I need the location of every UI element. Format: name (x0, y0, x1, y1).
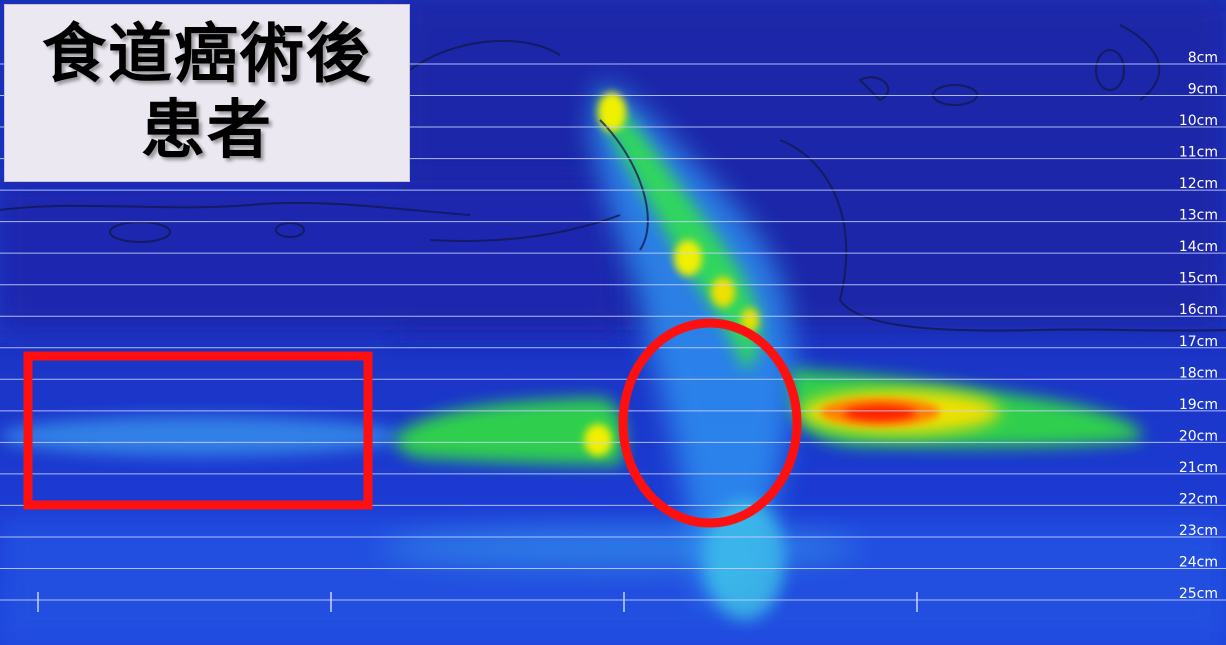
contour-lines (0, 24, 1226, 332)
title-line-2: 患者 (141, 94, 273, 168)
heat-blob-3 (741, 308, 759, 332)
depth-label: 10cm (1179, 113, 1218, 129)
depth-axis-labels: 8cm 9cm 10cm 11cm 12cm 13cm 14cm 15cm 16cm 17cm 18… (1179, 50, 1218, 602)
depth-label: 24cm (1179, 554, 1218, 570)
time-axis-ticks (37, 592, 918, 612)
contour-ring-1 (932, 84, 978, 106)
annotation-rectangle (23, 351, 373, 510)
depth-label: 9cm (1188, 82, 1218, 98)
depth-label: 8cm (1188, 50, 1218, 66)
heat-blob-1 (674, 240, 702, 276)
depth-label: 15cm (1179, 271, 1218, 287)
title-line-1: 食道癌術後 (42, 18, 372, 92)
depth-label: 20cm (1179, 428, 1218, 444)
depth-label: 12cm (1179, 176, 1218, 192)
depth-label: 13cm (1179, 208, 1218, 224)
depth-label: 22cm (1179, 491, 1218, 507)
depth-label: 25cm (1179, 586, 1218, 602)
heat-left-arm (395, 398, 624, 465)
contour-ring-4 (275, 222, 305, 238)
contour-top (409, 24, 1161, 102)
heat-blob-top (598, 92, 626, 132)
heat-column-outer (590, 80, 795, 600)
depth-label: 17cm (1179, 334, 1218, 350)
depth-label: 23cm (1179, 523, 1218, 539)
heat-right-arm-red (844, 405, 916, 421)
heat-blob-2 (711, 277, 735, 307)
title-box: 食道癌術後 患者 (4, 4, 410, 182)
contour-ring-2 (1095, 49, 1125, 91)
heat-lower-spread (380, 528, 860, 568)
depth-label: 14cm (1179, 239, 1218, 255)
contour-mid (0, 119, 649, 251)
depth-label: 19cm (1179, 397, 1218, 413)
depth-label: 21cm (1179, 460, 1218, 476)
heat-left-arm-hot (584, 424, 612, 456)
heat-left-band (0, 416, 400, 456)
depth-label: 18cm (1179, 365, 1218, 381)
depth-label: 16cm (1179, 302, 1218, 318)
contour-right (779, 139, 1226, 332)
depth-gridlines (0, 63, 1226, 601)
heat-band-low-left (0, 180, 620, 330)
depth-label: 11cm (1179, 145, 1218, 161)
annotation-ellipse (618, 318, 802, 528)
